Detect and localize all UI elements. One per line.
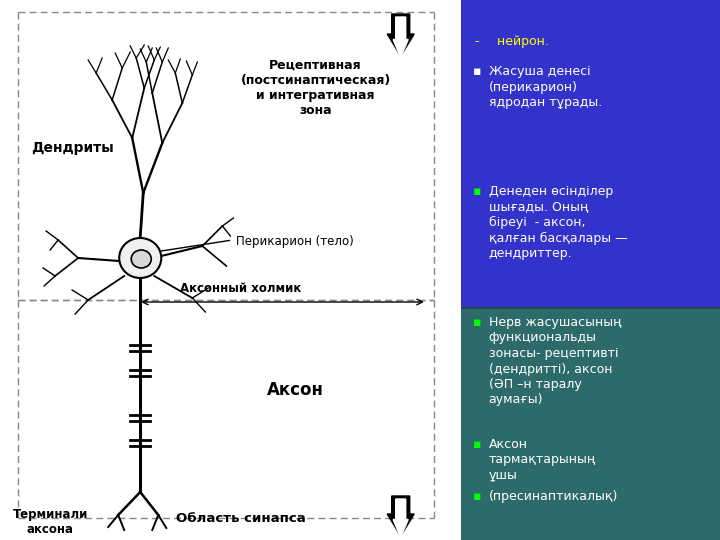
Text: Область синапса: Область синапса (176, 512, 305, 525)
Bar (461, 308, 720, 540)
Text: Аксон
тармақтарының
ұшы: Аксон тармақтарының ұшы (489, 438, 596, 482)
Text: Нерв жасушасының
функциональды
зонасы- рецептивті
(дендритті), аксон
(ӘП –н тара: Нерв жасушасының функциональды зонасы- р… (489, 316, 621, 407)
Ellipse shape (120, 238, 161, 278)
FancyArrow shape (387, 496, 414, 536)
Text: нейрон.: нейрон. (492, 35, 549, 48)
Text: Перикарион (тело): Перикарион (тело) (236, 235, 354, 248)
Text: Дендриты: Дендриты (31, 141, 114, 155)
Bar (461, 0, 720, 308)
Text: Рецептивная
(постсинаптическая)
и интегративная
зона: Рецептивная (постсинаптическая) и интегр… (240, 59, 391, 117)
Text: Денеден өсінділер
шығады. Оның
біреуі  - аксон,
қалған басқалары —
дендриттер.: Денеден өсінділер шығады. Оның біреуі - … (489, 185, 627, 260)
Text: ▪: ▪ (473, 438, 481, 451)
Text: Терминали
аксона: Терминали аксона (12, 508, 88, 536)
FancyArrow shape (387, 14, 414, 56)
Text: ▪: ▪ (473, 490, 481, 503)
Ellipse shape (131, 250, 151, 268)
Text: ▪: ▪ (473, 65, 481, 78)
Text: ▪: ▪ (473, 185, 481, 198)
Text: ▪: ▪ (473, 316, 481, 329)
Text: Аксонный холмик: Аксонный холмик (180, 282, 301, 295)
Text: -: - (474, 35, 480, 48)
FancyArrow shape (393, 499, 408, 537)
Text: (пресинаптикалық): (пресинаптикалық) (489, 490, 618, 503)
FancyArrow shape (393, 17, 408, 57)
Text: Аксон: Аксон (267, 381, 324, 399)
Text: Жасуша денесі
(перикарион)
ядродан тұрады.: Жасуша денесі (перикарион) ядродан тұрад… (489, 65, 602, 109)
